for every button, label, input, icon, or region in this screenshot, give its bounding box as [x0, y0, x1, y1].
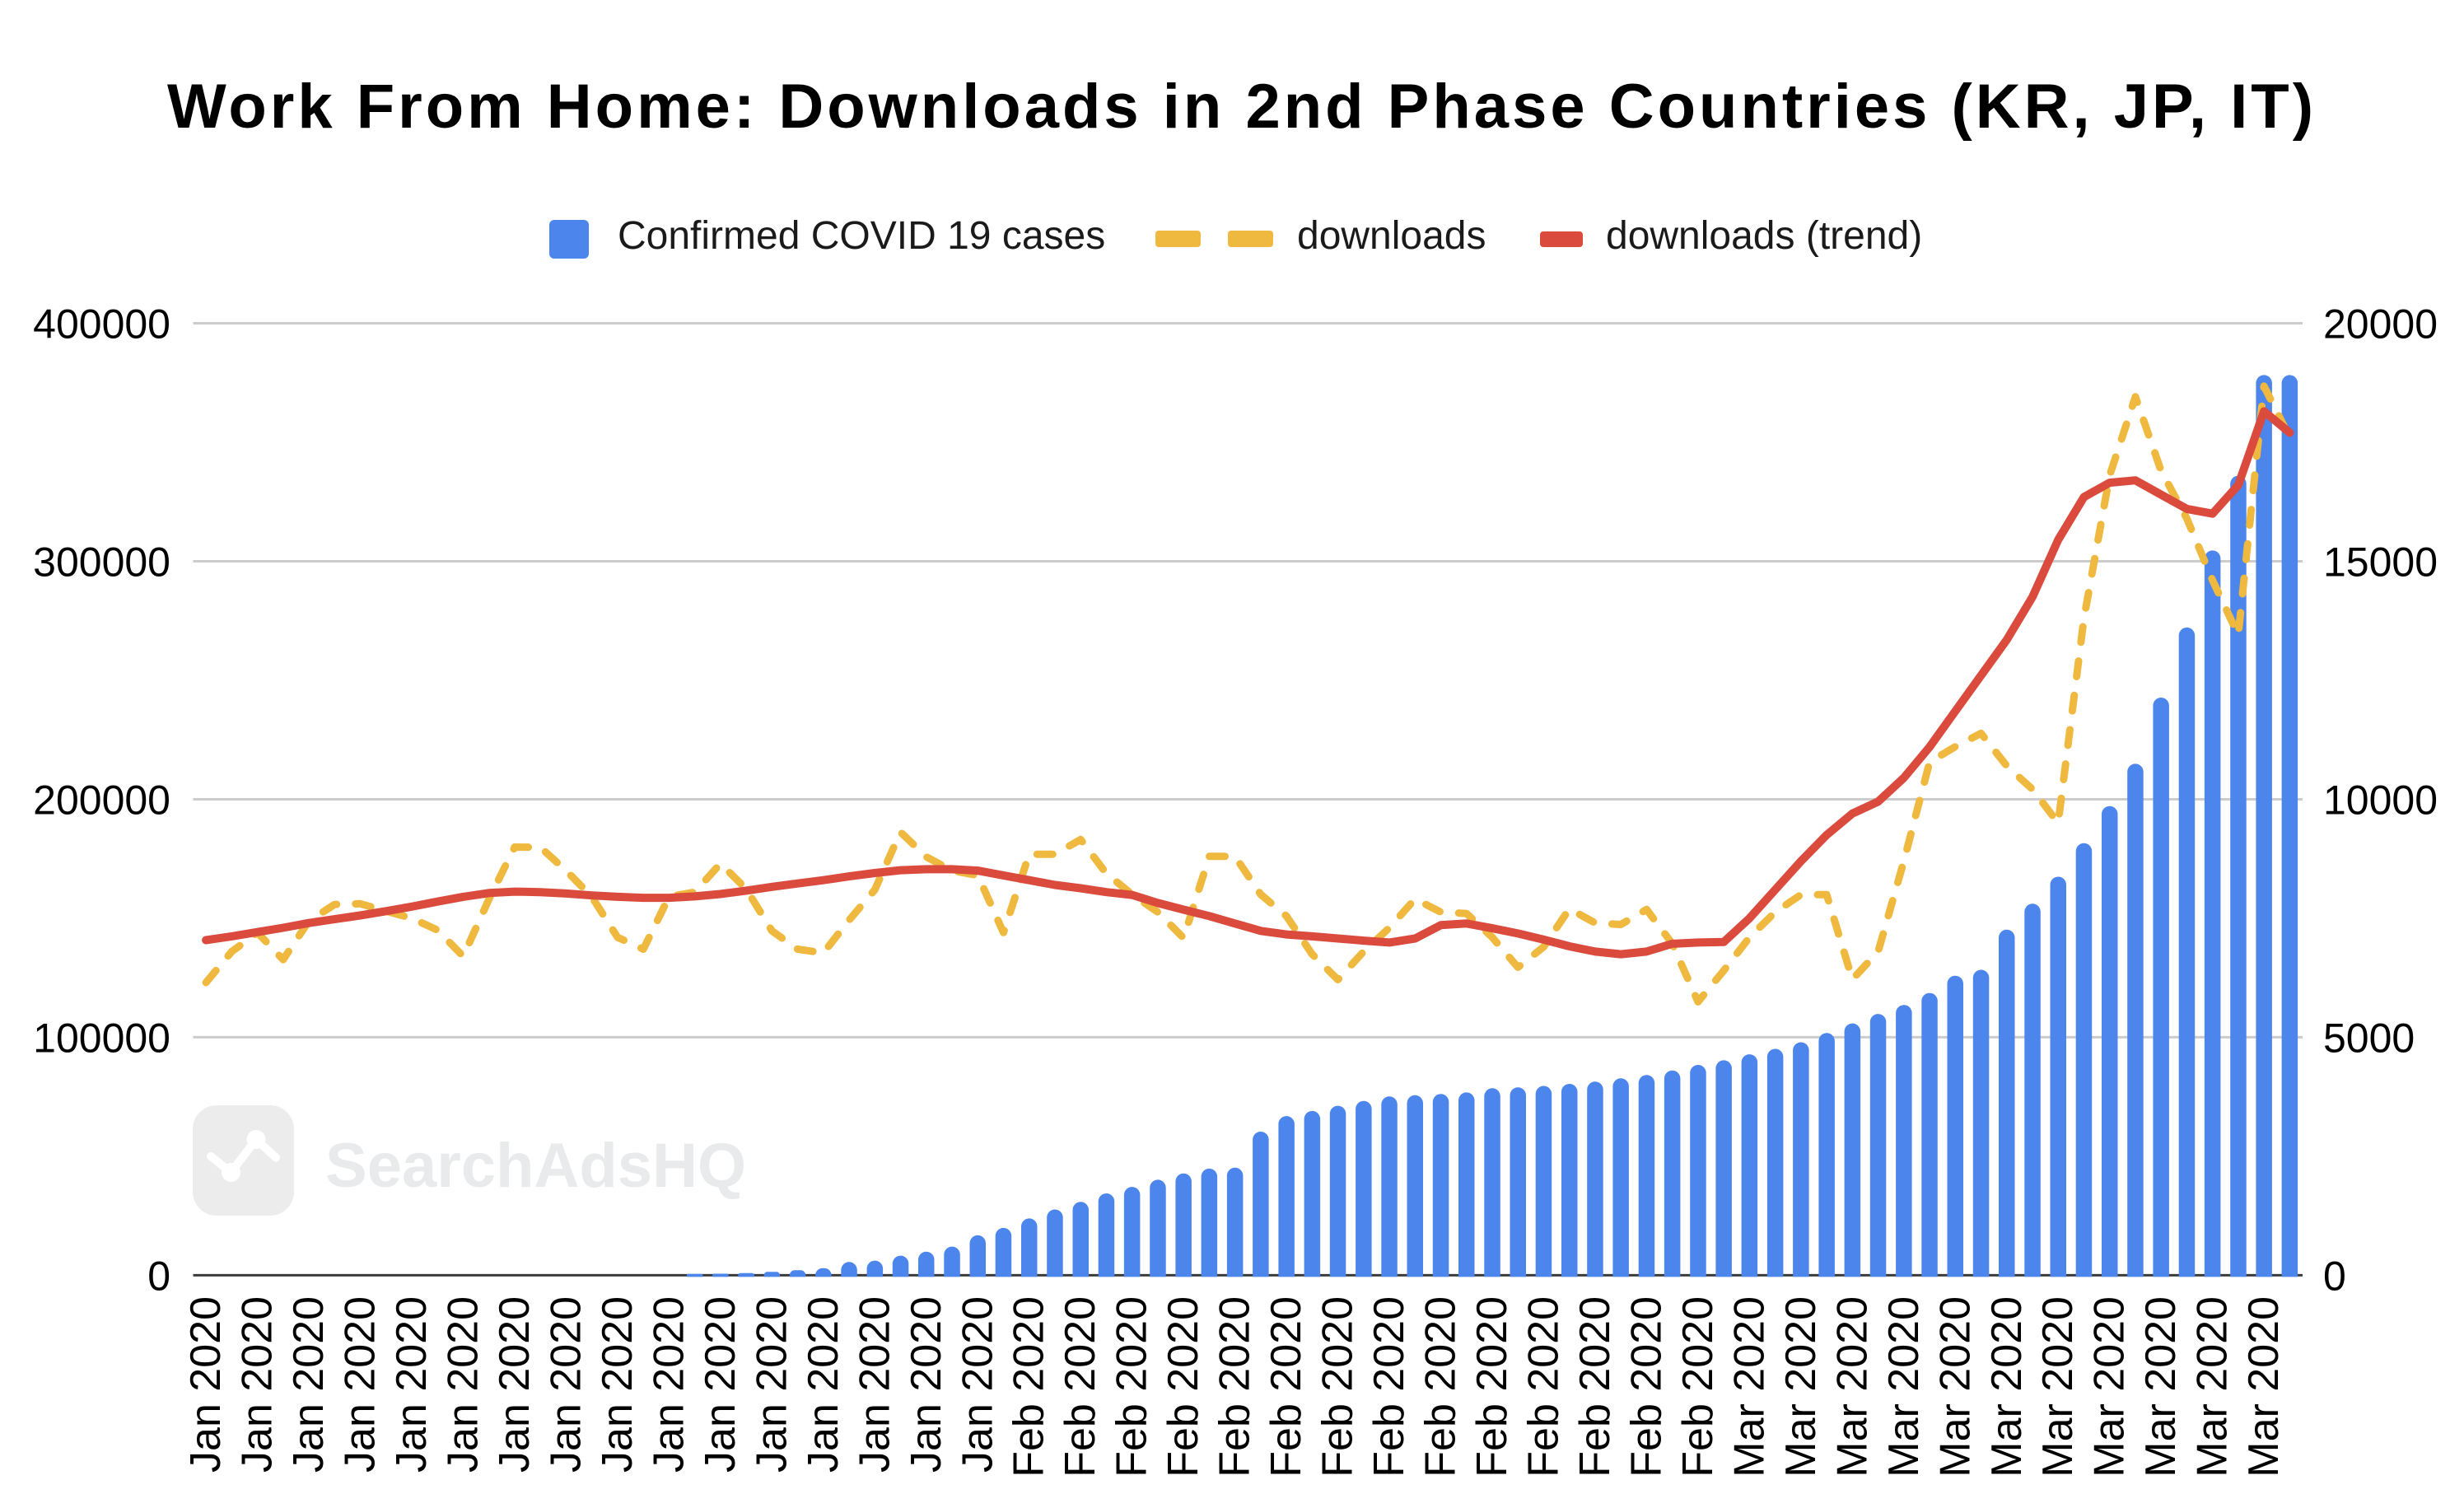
svg-text:Jan 2020: Jan 2020	[388, 1296, 436, 1473]
svg-text:Mar 2020: Mar 2020	[1983, 1296, 2031, 1478]
svg-text:Feb 2020: Feb 2020	[1314, 1296, 1362, 1478]
svg-text:Jan 2020: Jan 2020	[234, 1296, 282, 1473]
svg-text:100000: 100000	[33, 1015, 170, 1061]
svg-text:Feb 2020: Feb 2020	[1262, 1296, 1310, 1478]
svg-text:Jan 2020: Jan 2020	[182, 1296, 230, 1473]
svg-text:Jan 2020: Jan 2020	[491, 1296, 539, 1473]
svg-text:Mar 2020: Mar 2020	[1828, 1296, 1876, 1478]
svg-text:Mar 2020: Mar 2020	[1880, 1296, 1928, 1478]
svg-text:Jan 2020: Jan 2020	[851, 1296, 898, 1473]
svg-text:Jan 2020: Jan 2020	[542, 1296, 590, 1473]
svg-text:Jan 2020: Jan 2020	[748, 1296, 796, 1473]
svg-text:Feb 2020: Feb 2020	[1211, 1296, 1259, 1478]
svg-text:Jan 2020: Jan 2020	[440, 1296, 488, 1473]
svg-text:Jan 2020: Jan 2020	[594, 1296, 642, 1473]
svg-text:Feb 2020: Feb 2020	[1108, 1296, 1156, 1478]
svg-text:Mar 2020: Mar 2020	[2034, 1296, 2082, 1478]
svg-text:Jan 2020: Jan 2020	[954, 1296, 1001, 1473]
svg-text:Mar 2020: Mar 2020	[2189, 1296, 2237, 1478]
svg-text:SearchAdsHQ: SearchAdsHQ	[325, 1131, 746, 1201]
svg-text:Feb 2020: Feb 2020	[1571, 1296, 1619, 1478]
svg-text:Mar 2020: Mar 2020	[2086, 1296, 2134, 1478]
svg-text:5000: 5000	[2323, 1015, 2415, 1061]
svg-text:300000: 300000	[33, 539, 170, 586]
svg-text:400000: 400000	[33, 301, 170, 348]
svg-text:Feb 2020: Feb 2020	[1520, 1296, 1568, 1478]
svg-text:Jan 2020: Jan 2020	[903, 1296, 950, 1473]
svg-text:Work From Home: Downloads in 2: Work From Home: Downloads in 2nd Phase C…	[167, 72, 2313, 142]
svg-text:Mar 2020: Mar 2020	[1725, 1296, 1773, 1478]
svg-text:downloads (trend): downloads (trend)	[1606, 214, 1922, 258]
svg-text:0: 0	[2323, 1253, 2346, 1299]
svg-text:Confirmed COVID 19 cases: Confirmed COVID 19 cases	[618, 214, 1105, 258]
svg-text:Feb 2020: Feb 2020	[1622, 1296, 1670, 1478]
svg-text:downloads: downloads	[1297, 214, 1486, 258]
svg-text:Feb 2020: Feb 2020	[1160, 1296, 1207, 1478]
svg-text:Jan 2020: Jan 2020	[697, 1296, 744, 1473]
svg-text:Mar 2020: Mar 2020	[1931, 1296, 1979, 1478]
svg-text:Feb 2020: Feb 2020	[1006, 1296, 1053, 1478]
svg-text:Feb 2020: Feb 2020	[1057, 1296, 1104, 1478]
svg-text:Jan 2020: Jan 2020	[285, 1296, 333, 1473]
svg-text:15000: 15000	[2323, 539, 2438, 586]
svg-text:200000: 200000	[33, 777, 170, 824]
svg-text:Jan 2020: Jan 2020	[337, 1296, 385, 1473]
svg-text:Mar 2020: Mar 2020	[2137, 1296, 2185, 1478]
svg-text:20000: 20000	[2323, 301, 2438, 348]
svg-text:Feb 2020: Feb 2020	[1674, 1296, 1722, 1478]
svg-text:Jan 2020: Jan 2020	[645, 1296, 693, 1473]
svg-text:Feb 2020: Feb 2020	[1417, 1296, 1465, 1478]
svg-text:Mar 2020: Mar 2020	[2240, 1296, 2288, 1478]
svg-text:Mar 2020: Mar 2020	[1777, 1296, 1825, 1478]
svg-text:Jan 2020: Jan 2020	[800, 1296, 847, 1473]
svg-text:10000: 10000	[2323, 777, 2438, 824]
svg-text:0: 0	[147, 1253, 170, 1299]
svg-text:Feb 2020: Feb 2020	[1468, 1296, 1516, 1478]
svg-text:Feb 2020: Feb 2020	[1365, 1296, 1413, 1478]
